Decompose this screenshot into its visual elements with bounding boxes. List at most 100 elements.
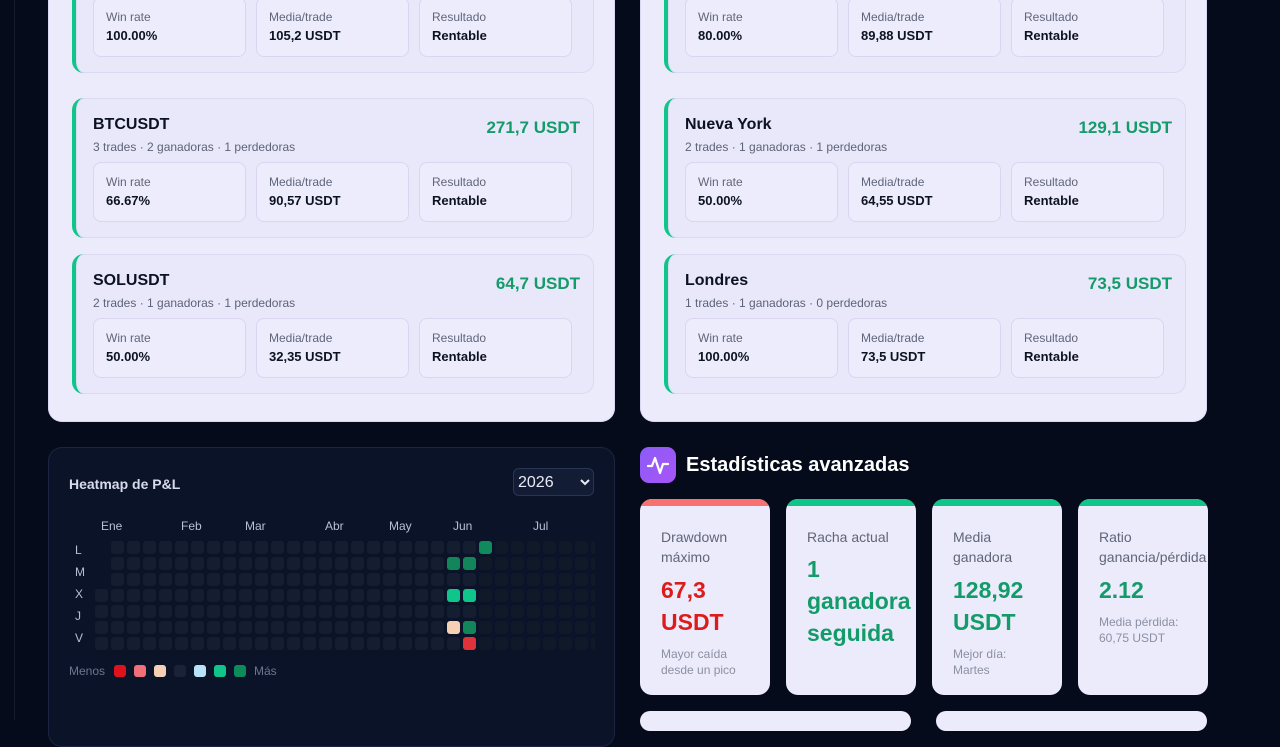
heatmap-cell[interactable]: [399, 589, 412, 602]
heatmap-cell[interactable]: [127, 541, 140, 554]
heatmap-cell[interactable]: [447, 605, 460, 618]
heatmap-cell[interactable]: [527, 557, 540, 570]
heatmap-cell[interactable]: [239, 541, 252, 554]
heatmap-cell[interactable]: [143, 605, 156, 618]
heatmap-cell[interactable]: [431, 541, 444, 554]
heatmap-cell[interactable]: [543, 573, 556, 586]
heatmap-cell[interactable]: [191, 541, 204, 554]
heatmap-cell[interactable]: [591, 541, 595, 554]
heatmap-cell[interactable]: [559, 589, 572, 602]
heatmap-cell[interactable]: [431, 637, 444, 650]
heatmap-cell[interactable]: [495, 589, 508, 602]
heatmap-cell[interactable]: [415, 573, 428, 586]
heatmap-cell[interactable]: [575, 573, 588, 586]
heatmap-cell[interactable]: [287, 589, 300, 602]
heatmap-cell[interactable]: [463, 541, 476, 554]
heatmap-cell[interactable]: [543, 541, 556, 554]
heatmap-cell[interactable]: [127, 637, 140, 650]
heatmap-cell[interactable]: [431, 605, 444, 618]
heatmap-cell[interactable]: [111, 541, 124, 554]
heatmap-cell[interactable]: [175, 573, 188, 586]
heatmap-cell[interactable]: [207, 589, 220, 602]
heatmap-cell[interactable]: [431, 573, 444, 586]
heatmap-cell[interactable]: [191, 573, 204, 586]
heatmap-cell[interactable]: [223, 605, 236, 618]
heatmap-cell[interactable]: [159, 541, 172, 554]
heatmap-cell[interactable]: [191, 621, 204, 634]
heatmap-cell[interactable]: [207, 557, 220, 570]
heatmap-cell[interactable]: [111, 605, 124, 618]
heatmap-cell[interactable]: [111, 621, 124, 634]
heatmap-cell[interactable]: [431, 589, 444, 602]
heatmap-cell[interactable]: [207, 573, 220, 586]
heatmap-cell[interactable]: [255, 605, 268, 618]
heatmap-cell[interactable]: [463, 637, 476, 650]
heatmap-cell[interactable]: [271, 573, 284, 586]
heatmap-cell[interactable]: [175, 589, 188, 602]
heatmap-cell[interactable]: [351, 557, 364, 570]
heatmap-cell[interactable]: [495, 541, 508, 554]
heatmap-cell[interactable]: [143, 557, 156, 570]
heatmap-cell[interactable]: [159, 557, 172, 570]
heatmap-cell[interactable]: [303, 573, 316, 586]
heatmap-cell[interactable]: [383, 637, 396, 650]
heatmap-cell[interactable]: [591, 589, 595, 602]
heatmap-cell[interactable]: [415, 605, 428, 618]
heatmap-cell[interactable]: [271, 637, 284, 650]
heatmap-cell[interactable]: [127, 589, 140, 602]
heatmap-cell[interactable]: [351, 605, 364, 618]
heatmap-cell[interactable]: [335, 589, 348, 602]
heatmap-cell[interactable]: [223, 637, 236, 650]
heatmap-cell[interactable]: [399, 557, 412, 570]
heatmap-cell[interactable]: [239, 589, 252, 602]
heatmap-cell[interactable]: [223, 573, 236, 586]
heatmap-cell[interactable]: [303, 621, 316, 634]
heatmap-cell[interactable]: [207, 605, 220, 618]
heatmap-cell[interactable]: [335, 605, 348, 618]
heatmap-cell[interactable]: [95, 589, 108, 602]
heatmap-cell[interactable]: [399, 605, 412, 618]
heatmap-cell[interactable]: [159, 621, 172, 634]
heatmap-cell[interactable]: [447, 637, 460, 650]
heatmap-cell[interactable]: [527, 637, 540, 650]
heatmap-cell[interactable]: [95, 637, 108, 650]
heatmap-cell[interactable]: [367, 541, 380, 554]
heatmap-cell[interactable]: [127, 557, 140, 570]
heatmap-cell[interactable]: [335, 573, 348, 586]
heatmap-cell[interactable]: [383, 605, 396, 618]
heatmap-cell[interactable]: [511, 573, 524, 586]
heatmap-cell[interactable]: [207, 621, 220, 634]
heatmap-cell[interactable]: [287, 573, 300, 586]
heatmap-cell[interactable]: [463, 573, 476, 586]
heatmap-cell[interactable]: [271, 589, 284, 602]
heatmap-cell[interactable]: [287, 621, 300, 634]
heatmap-cell[interactable]: [447, 573, 460, 586]
heatmap-cell[interactable]: [591, 573, 595, 586]
heatmap-cell[interactable]: [319, 541, 332, 554]
heatmap-cell[interactable]: [543, 605, 556, 618]
heatmap-cell[interactable]: [95, 605, 108, 618]
heatmap-cell[interactable]: [191, 557, 204, 570]
heatmap-cell[interactable]: [367, 589, 380, 602]
heatmap-cell[interactable]: [351, 541, 364, 554]
heatmap-cell[interactable]: [255, 589, 268, 602]
heatmap-cell[interactable]: [399, 573, 412, 586]
heatmap-cell[interactable]: [111, 557, 124, 570]
heatmap-cell[interactable]: [511, 637, 524, 650]
heatmap-cell[interactable]: [111, 637, 124, 650]
heatmap-cell[interactable]: [399, 621, 412, 634]
heatmap-cell[interactable]: [415, 621, 428, 634]
heatmap-cell[interactable]: [463, 605, 476, 618]
heatmap-cell[interactable]: [367, 573, 380, 586]
heatmap-cell[interactable]: [287, 541, 300, 554]
heatmap-cell[interactable]: [159, 589, 172, 602]
heatmap-cell[interactable]: [367, 605, 380, 618]
heatmap-cell[interactable]: [319, 589, 332, 602]
heatmap-cell[interactable]: [575, 605, 588, 618]
heatmap-cell[interactable]: [543, 557, 556, 570]
heatmap-cell[interactable]: [591, 557, 595, 570]
heatmap-cell[interactable]: [575, 637, 588, 650]
heatmap-cell[interactable]: [191, 589, 204, 602]
heatmap-cell[interactable]: [383, 541, 396, 554]
heatmap-cell[interactable]: [479, 621, 492, 634]
